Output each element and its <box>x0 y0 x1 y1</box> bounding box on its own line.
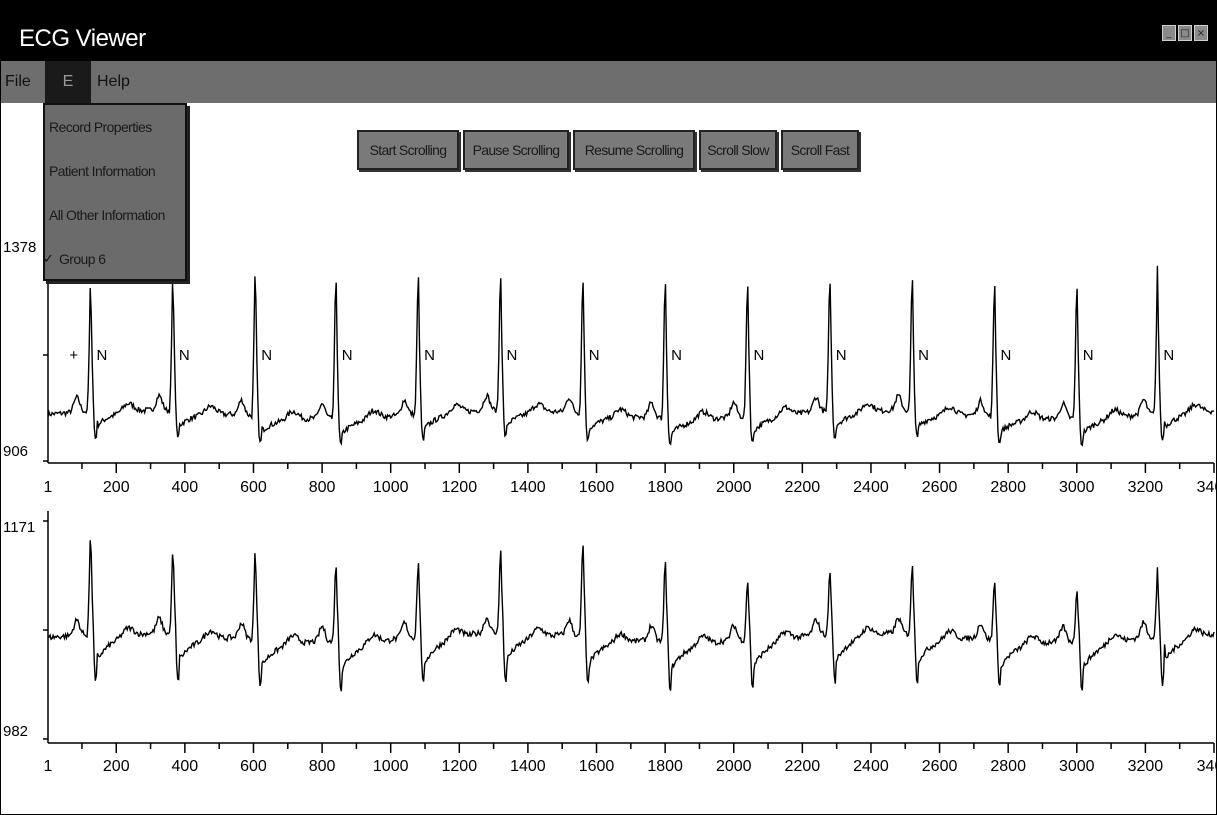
maximize-button[interactable]: □ <box>1178 25 1192 41</box>
beat-marker-n: N <box>1000 347 1012 364</box>
beat-marker-n: N <box>753 347 765 364</box>
x-tick-label: 340 <box>1196 758 1216 775</box>
x-tick-label: 600 <box>240 479 267 496</box>
x-tick-label: 1 <box>43 479 53 496</box>
x-tick-label: 3000 <box>1058 758 1095 775</box>
scroll-slow-button[interactable]: Scroll Slow <box>699 130 777 170</box>
check-icon: ✓ <box>43 251 54 266</box>
x-tick-label: 1200 <box>441 758 478 775</box>
x-tick-label: 200 <box>102 758 130 775</box>
menu-item-group-6[interactable]: Group 6 <box>59 251 106 267</box>
x-tick-label: 1200 <box>441 479 478 496</box>
x-tick-label: 1000 <box>372 479 409 496</box>
beat-marker-n: N <box>424 347 435 364</box>
x-tick-label: 2200 <box>784 758 821 775</box>
beat-marker-plus: + <box>69 347 79 364</box>
x-tick-label: 400 <box>171 758 199 775</box>
x-tick-label: 3200 <box>1127 479 1164 496</box>
x-tick-label: 800 <box>308 758 336 775</box>
y-tick-label: 1171 <box>3 519 36 536</box>
close-button[interactable]: × <box>1194 25 1208 41</box>
minimize-button[interactable]: _ <box>1162 25 1176 41</box>
x-tick-label: 1800 <box>647 758 683 775</box>
x-tick-label: 1800 <box>647 479 683 496</box>
x-tick-label: 340 <box>1196 479 1216 496</box>
x-tick-label: 200 <box>102 479 130 496</box>
beat-marker-n: N <box>96 347 108 364</box>
x-tick-label: 2600 <box>921 758 958 775</box>
scroll-fast-button[interactable]: Scroll Fast <box>781 130 859 170</box>
menu-bar: File E Help <box>1 61 1216 103</box>
beat-marker-n: N <box>588 347 600 364</box>
x-tick-label: 1400 <box>510 479 546 496</box>
x-tick-label: 2400 <box>853 758 889 775</box>
x-tick-label: 2000 <box>715 479 752 496</box>
x-tick-label: 1600 <box>578 479 615 496</box>
beat-marker-n: N <box>261 347 273 364</box>
resume-scrolling-button[interactable]: Resume Scrolling <box>573 130 695 170</box>
title-bar[interactable]: ECG Viewer _ □ × <box>1 1 1216 61</box>
menu-item-record-properties[interactable]: Record Properties <box>49 119 152 135</box>
beat-marker-n: N <box>341 347 353 364</box>
x-tick-label: 800 <box>308 479 336 496</box>
edit-dropdown-menu: Record Properties Patient Information Al… <box>43 103 187 281</box>
menu-help[interactable]: Help <box>97 73 130 90</box>
x-tick-label: 1400 <box>510 758 546 775</box>
x-tick-label: 2800 <box>990 758 1026 775</box>
ecg-trace <box>47 265 1215 447</box>
y-tick-label: 906 <box>3 443 29 460</box>
x-tick-label: 400 <box>171 479 199 496</box>
x-tick-label: 2400 <box>853 479 889 496</box>
x-tick-label: 3000 <box>1058 479 1095 496</box>
menu-file[interactable]: File <box>5 73 31 90</box>
y-tick-label: 982 <box>3 723 29 740</box>
x-tick-label: 600 <box>240 758 267 775</box>
beat-marker-n: N <box>178 347 190 364</box>
beat-marker-n: N <box>835 347 847 364</box>
beat-marker-n: N <box>1163 347 1175 364</box>
menu-item-all-other-information[interactable]: All Other Information <box>49 207 165 223</box>
window-title: ECG Viewer <box>19 25 146 52</box>
menu-e[interactable]: E <box>45 61 91 103</box>
x-tick-label: 2600 <box>921 479 958 496</box>
window-controls: _ □ × <box>1162 25 1208 41</box>
x-tick-label: 2200 <box>784 479 821 496</box>
menu-item-patient-information[interactable]: Patient Information <box>49 163 156 179</box>
y-tick-label: 1378 <box>3 239 37 256</box>
beat-marker-n: N <box>506 347 518 364</box>
pause-scrolling-button[interactable]: Pause Scrolling <box>463 130 569 170</box>
beat-marker-n: N <box>671 347 682 364</box>
x-tick-label: 2800 <box>990 479 1026 496</box>
beat-marker-n: N <box>1082 347 1094 364</box>
x-tick-label: 1000 <box>372 758 409 775</box>
x-tick-label: 1 <box>43 758 53 775</box>
beat-marker-n: N <box>918 347 929 364</box>
start-scrolling-button[interactable]: Start Scrolling <box>357 130 459 170</box>
x-tick-label: 2000 <box>715 758 752 775</box>
x-tick-label: 3200 <box>1127 758 1164 775</box>
ecg-trace <box>47 540 1215 692</box>
x-tick-label: 1600 <box>578 758 615 775</box>
